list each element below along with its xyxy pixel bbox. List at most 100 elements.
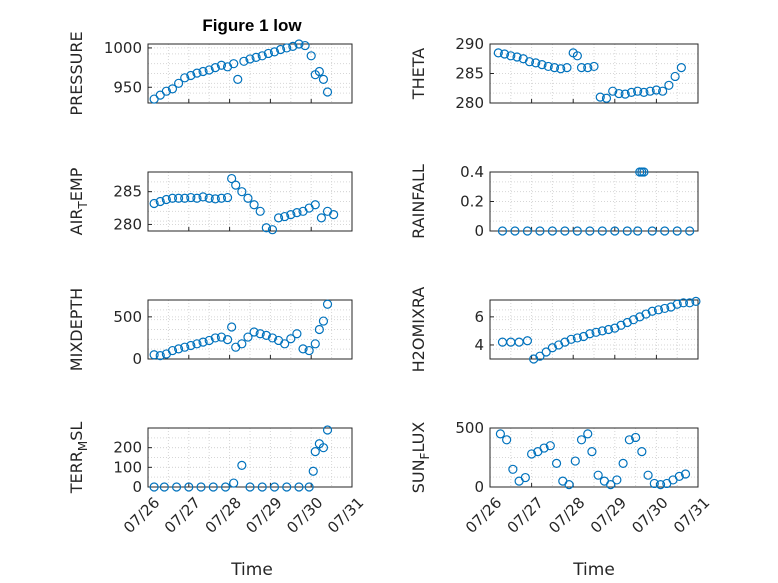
data-point (245, 54, 255, 64)
subplot-rainfall: 0 0.2 0.4 RAINFALL (409, 163, 699, 240)
data-point (192, 193, 202, 203)
x-tick-label: 07/27 (504, 494, 547, 537)
data-point (208, 482, 218, 492)
data-point (660, 303, 670, 314)
data-point (639, 87, 649, 97)
data-point (576, 435, 587, 445)
data-point (610, 323, 620, 333)
data-point (186, 192, 196, 203)
subplot-theta: 280 285 290 THETA (409, 35, 699, 112)
y-axis-label: SUNFLUX (409, 422, 432, 494)
data-point (531, 58, 541, 68)
data-point (220, 482, 231, 492)
x-tick-label: 07/29 (242, 494, 285, 537)
data-point (192, 68, 202, 78)
data-point (267, 333, 278, 343)
data-point (280, 211, 290, 222)
data-point (601, 93, 612, 103)
data-point (562, 62, 572, 73)
data-point (608, 86, 618, 96)
data-point (551, 458, 562, 468)
data-point (229, 59, 239, 69)
data-point (660, 226, 670, 236)
data-point (261, 223, 271, 233)
data-point (298, 344, 308, 354)
data-point (585, 329, 595, 339)
data-point (149, 482, 159, 492)
y-tick-label: 4 (474, 336, 484, 354)
y-axis-label: TERRMSL (67, 422, 90, 495)
data-point (180, 73, 190, 83)
data-point (603, 324, 614, 335)
data-point (149, 350, 159, 360)
data-point (171, 482, 182, 492)
data-point (210, 62, 220, 73)
y-tick-label: 500 (113, 308, 142, 326)
y-tick-label: 285 (113, 183, 142, 201)
data-point (593, 470, 603, 480)
data-point (655, 480, 666, 490)
data-point (306, 51, 316, 61)
data-point (286, 210, 296, 220)
data-point (237, 460, 247, 470)
data-point (664, 80, 674, 90)
data-point (255, 329, 265, 339)
data-point (174, 344, 184, 354)
x-tick-label: 07/30 (283, 494, 326, 537)
y-tick-label: 100 (113, 458, 142, 476)
data-point (549, 62, 560, 73)
data-point (587, 447, 597, 457)
data-point (237, 187, 247, 197)
data-point (318, 316, 329, 326)
x-tick-label: 07/31 (670, 494, 713, 537)
x-tick-label: 07/29 (587, 494, 630, 537)
data-point (231, 342, 241, 352)
data-point (572, 226, 582, 236)
data-point (257, 482, 267, 492)
data-point (174, 78, 184, 88)
data-point (622, 226, 632, 236)
data-point (286, 334, 296, 344)
data-point (280, 339, 290, 349)
data-point (304, 203, 314, 213)
data-point (292, 329, 302, 339)
data-point (255, 206, 265, 216)
data-point (524, 57, 535, 67)
data-point (585, 226, 595, 236)
data-point (276, 44, 286, 55)
y-tick-label: 6 (474, 308, 484, 326)
data-point (310, 339, 320, 349)
axes-box (147, 427, 353, 488)
data-point (155, 351, 165, 361)
data-point (520, 472, 530, 483)
data-point (597, 226, 607, 236)
x-axis-label-left: Time (230, 560, 273, 580)
data-point (186, 340, 196, 351)
data-point (572, 333, 582, 343)
data-point (322, 206, 333, 216)
data-point (282, 43, 292, 53)
data-point (560, 337, 570, 347)
data-point (263, 48, 273, 59)
data-point (184, 482, 194, 492)
y-axis-label: RAINFALL (409, 164, 428, 239)
data-point (167, 84, 178, 94)
data-point (591, 327, 601, 337)
data-point (261, 330, 271, 340)
axes-box (489, 427, 699, 488)
data-point (624, 435, 634, 445)
data-point (583, 62, 593, 73)
y-tick-label: 950 (113, 78, 142, 96)
data-point (543, 61, 553, 72)
data-point (499, 49, 510, 59)
data-point (651, 85, 662, 95)
data-point (685, 298, 695, 308)
data-point (198, 66, 208, 77)
data-point (216, 193, 227, 203)
data-point (658, 86, 668, 96)
data-point (318, 443, 329, 453)
